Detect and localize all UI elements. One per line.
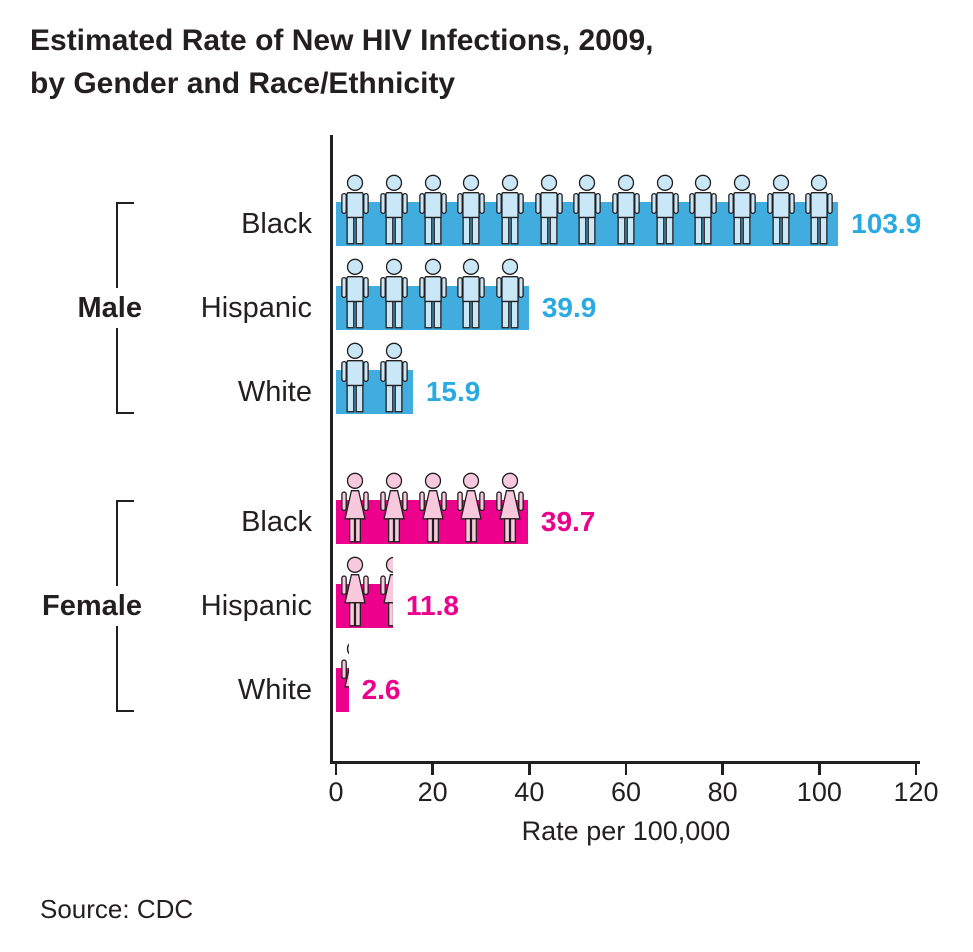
value-label: 39.9: [541, 292, 597, 323]
female-bar: [336, 668, 349, 712]
male-person-icon: [572, 174, 602, 246]
value-label: 15.9: [425, 376, 481, 407]
male-person-icon: [456, 174, 486, 246]
category-label: White: [237, 674, 312, 706]
male-person-icon: [379, 342, 409, 414]
bar-row: [336, 174, 839, 246]
x-tick: [914, 761, 918, 775]
x-axis-label: Rate per 100,000: [521, 816, 731, 846]
male-person-icon: [688, 174, 718, 246]
value-label: 11.8: [406, 590, 459, 621]
value-label: 103.9: [851, 208, 922, 239]
male-person-icon: [379, 258, 409, 330]
bar-row: [336, 556, 394, 628]
male-person-icon: [766, 174, 796, 246]
male-person-icon: [495, 174, 525, 246]
male-person-icon: [340, 258, 370, 330]
male-person-icon: [611, 174, 641, 246]
female-person-icon: [340, 640, 348, 712]
bar-row: [336, 258, 529, 330]
male-person-icon: [650, 174, 680, 246]
value-label: 2.6: [361, 674, 401, 705]
x-tick: [818, 761, 821, 775]
x-tick: [721, 761, 724, 775]
x-tick-label: 40: [514, 777, 545, 807]
chart-title-line1: Estimated Rate of New HIV Infections, 20…: [30, 24, 654, 57]
male-person-icon: [340, 174, 370, 246]
y-axis-line: [330, 135, 333, 764]
female-person-icon: [418, 472, 448, 544]
bar-row: [336, 472, 528, 544]
female-person-icon: [340, 472, 370, 544]
group-label: Female: [16, 586, 142, 626]
value-label: 39.7: [540, 506, 596, 537]
x-tick-label: 80: [707, 777, 738, 807]
x-tick: [334, 761, 338, 775]
source-note: Source: CDC: [40, 894, 194, 924]
chart-title: Estimated Rate of New HIV Infections, 20…: [30, 20, 654, 106]
x-tick-label: 120: [893, 777, 939, 807]
male-person-icon: [418, 174, 448, 246]
female-person-icon: [456, 472, 486, 544]
group-label: Male: [16, 288, 142, 328]
male-person-icon: [804, 174, 834, 246]
male-person-icon: [495, 258, 525, 330]
female-person-icon: [379, 472, 409, 544]
male-person-icon: [534, 174, 564, 246]
x-tick: [431, 761, 434, 775]
category-label: Hispanic: [200, 590, 312, 622]
male-person-icon: [379, 174, 409, 246]
female-person-icon: [379, 556, 393, 628]
female-person-icon: [495, 472, 525, 544]
category-label: Black: [241, 208, 312, 240]
category-label: White: [237, 376, 312, 408]
x-tick-label: 100: [796, 777, 842, 807]
bar-row: [336, 342, 413, 414]
bar-row: [336, 640, 349, 712]
category-label: Hispanic: [200, 292, 312, 324]
x-tick: [624, 761, 628, 775]
x-tick-label: 60: [610, 777, 642, 807]
x-tick: [528, 761, 531, 775]
female-person-icon: [340, 556, 370, 628]
x-tick-label: 0: [328, 777, 344, 807]
category-label: Black: [241, 506, 312, 538]
chart-title-line2: by Gender and Race/Ethnicity: [30, 66, 456, 100]
male-person-icon: [727, 174, 757, 246]
male-person-icon: [340, 342, 370, 414]
male-person-icon: [456, 258, 486, 330]
male-person-icon: [418, 258, 448, 330]
x-tick-label: 20: [417, 777, 448, 807]
